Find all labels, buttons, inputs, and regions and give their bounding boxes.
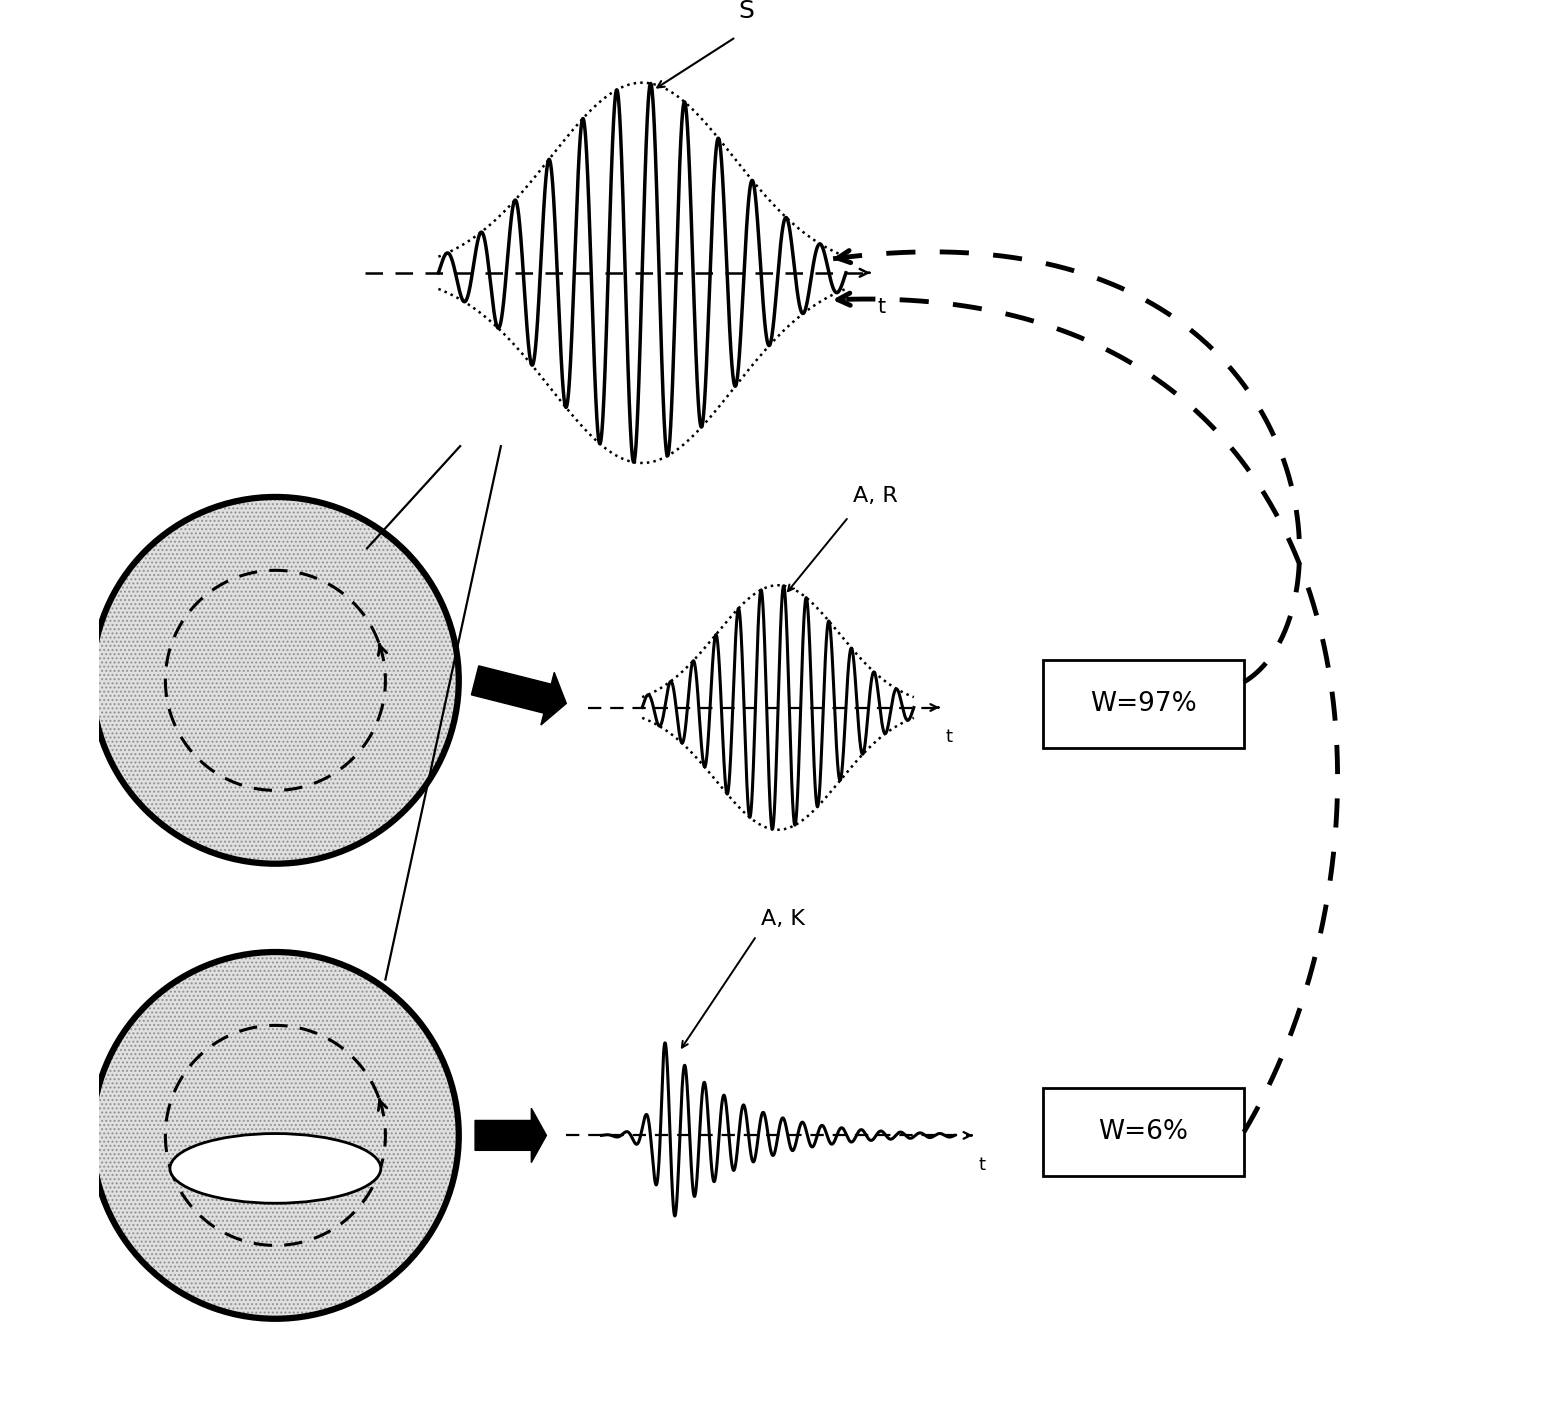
Text: A, K: A, K (761, 908, 804, 928)
Bar (1043, 1088, 1243, 1176)
Text: W=6%: W=6% (1099, 1119, 1189, 1145)
Text: W=97%: W=97% (1091, 691, 1197, 717)
Text: A, R: A, R (853, 485, 898, 507)
Circle shape (92, 497, 459, 863)
FancyArrow shape (475, 1108, 546, 1163)
Text: t: t (979, 1156, 985, 1174)
FancyArrow shape (471, 666, 566, 724)
Bar (1043, 659, 1243, 749)
Text: t: t (944, 727, 952, 746)
Ellipse shape (170, 1133, 381, 1203)
Circle shape (92, 952, 459, 1319)
Text: t: t (878, 297, 885, 317)
Text: S: S (739, 0, 755, 24)
